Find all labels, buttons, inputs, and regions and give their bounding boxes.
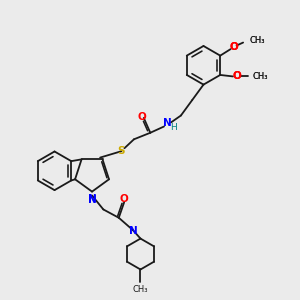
Text: O: O: [229, 42, 238, 52]
Text: O: O: [232, 71, 241, 81]
Text: O: O: [138, 112, 147, 122]
Text: CH₃: CH₃: [253, 72, 268, 81]
Text: methoxy: methoxy: [246, 40, 252, 41]
Text: N: N: [88, 195, 96, 205]
Text: H: H: [170, 123, 177, 132]
Text: O: O: [229, 42, 238, 52]
Text: N: N: [129, 226, 138, 236]
Text: methoxy: methoxy: [248, 40, 254, 41]
Text: CH₃: CH₃: [250, 36, 265, 45]
Text: CH₃: CH₃: [250, 36, 265, 45]
Text: O: O: [120, 194, 128, 204]
Text: methoxy: methoxy: [248, 39, 255, 40]
Text: S: S: [118, 146, 125, 156]
Text: N: N: [163, 118, 172, 128]
Text: CH₃: CH₃: [253, 72, 268, 81]
Text: N: N: [88, 194, 96, 204]
Text: CH₃: CH₃: [133, 285, 148, 294]
Text: O: O: [232, 71, 241, 81]
